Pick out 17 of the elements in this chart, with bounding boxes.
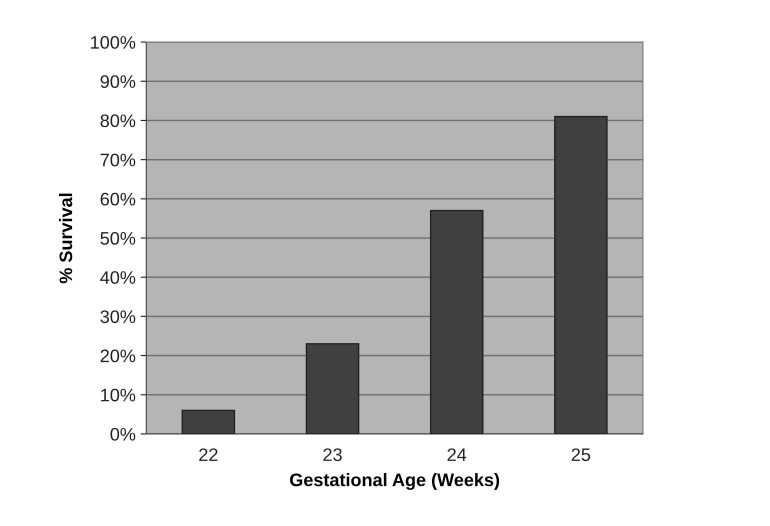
y-axis-title: % Survival: [58, 194, 72, 284]
y-tick-label: 30%: [100, 310, 136, 324]
y-tick-label: 60%: [100, 192, 136, 206]
y-tick-label: 50%: [100, 232, 136, 245]
x-tick-label: 23: [323, 448, 342, 462]
x-tick-label: 25: [572, 448, 590, 462]
x-tick-label: 24: [448, 448, 466, 461]
y-tick-label: 80%: [100, 114, 136, 128]
y-tick-label: 0%: [110, 428, 136, 441]
x-axis-title: Gestational Age (Weeks): [290, 473, 500, 490]
y-tick-label: 10%: [101, 388, 136, 402]
y-tick-label: 70%: [100, 154, 136, 166]
x-tick-label: 22: [199, 448, 218, 461]
y-tick-label: 90%: [100, 75, 136, 88]
y-tick-label: 20%: [100, 350, 136, 362]
y-tick-label: 40%: [100, 271, 136, 284]
y-tick-label: 100%: [91, 36, 136, 49]
